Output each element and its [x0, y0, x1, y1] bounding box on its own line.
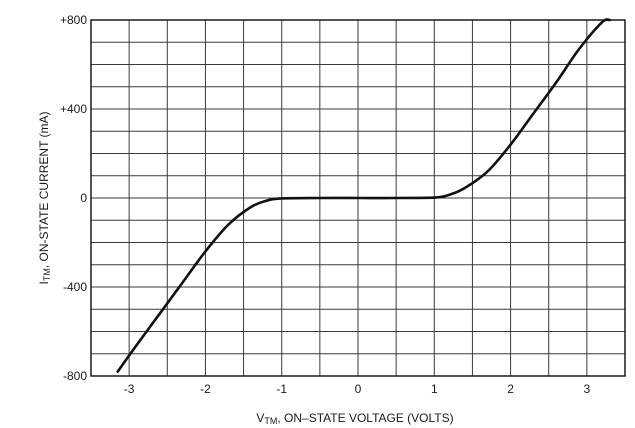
plot-area-frame — [90, 19, 626, 377]
y-axis-title-rest: , ON-STATE CURRENT (mA) — [37, 111, 51, 268]
x-axis-title-rest: , ON–STATE VOLTAGE (VOLTS) — [277, 411, 453, 425]
x-axis-title-prefix: V — [256, 411, 264, 425]
y-axis-title-subscript: TM — [42, 268, 52, 281]
x-axis-title-subscript: TM — [264, 416, 277, 426]
x-tick-label: 2 — [507, 382, 514, 396]
iv-curve-line — [116, 18, 611, 373]
x-tick-label: 0 — [355, 382, 362, 396]
y-tick-label: 0 — [80, 191, 87, 205]
y-axis-ticks: +800 +400 0 -400 -800 — [60, 13, 87, 383]
y-tick-label: -400 — [63, 280, 87, 294]
x-axis-ticks: -3 -2 -1 0 1 2 3 — [124, 382, 591, 396]
x-tick-label: -3 — [124, 382, 135, 396]
x-axis-title: VTM, ON–STATE VOLTAGE (VOLTS) — [256, 411, 453, 426]
y-tick-label: +800 — [60, 13, 87, 27]
grid — [91, 20, 625, 376]
y-tick-label: +400 — [60, 102, 87, 116]
x-tick-label: 3 — [584, 382, 591, 396]
x-tick-label: 1 — [431, 382, 438, 396]
x-tick-label: -2 — [200, 382, 211, 396]
y-axis-title: ITM, ON-STATE CURRENT (mA) — [37, 111, 52, 284]
x-tick-label: -1 — [276, 382, 287, 396]
y-axis-title-prefix: I — [37, 281, 51, 284]
y-tick-label: -800 — [63, 369, 87, 383]
